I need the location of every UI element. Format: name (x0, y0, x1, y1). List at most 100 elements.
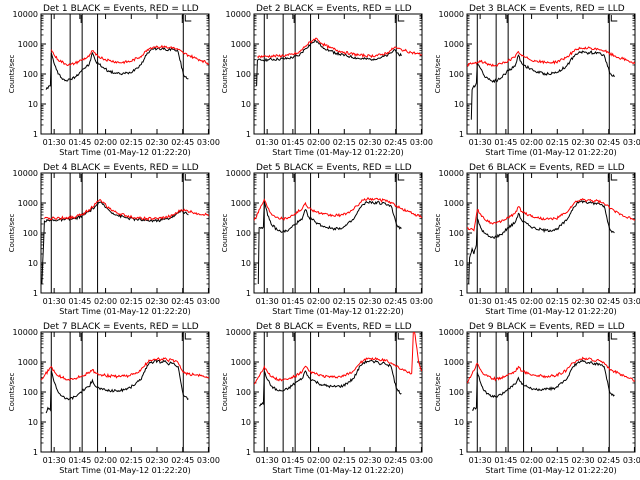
y-tick-label: 10 (28, 259, 38, 268)
series-line-lld (257, 37, 422, 59)
x-tick-label: 01:45 (68, 456, 91, 465)
x-tick-label: 02:30 (358, 297, 381, 306)
panel-title: Det 5 BLACK = Events, RED = LLD (256, 163, 412, 173)
y-tick-label: 10000 (439, 10, 464, 19)
series-line-events (470, 50, 615, 120)
x-tick-label: 02:00 (94, 297, 117, 306)
y-tick-label: 1 (33, 130, 38, 139)
x-tick-label: 02:30 (145, 138, 168, 147)
x-tick-label: 02:15 (333, 456, 356, 465)
x-tick-label: 02:30 (571, 297, 594, 306)
series-line-lld (254, 332, 422, 385)
x-tick-label: 01:45 (68, 297, 91, 306)
top-corner-mark (184, 333, 192, 340)
y-tick-label: 1 (33, 448, 38, 457)
x-tick-label: 01:30 (256, 138, 279, 147)
x-tick-label: 01:30 (256, 297, 279, 306)
y-axis-label: Counts/sec (8, 373, 16, 412)
panel-title: Det 7 BLACK = Events, RED = LLD (43, 322, 199, 332)
panel-title-legend: BLACK = Events, RED = LLD (284, 163, 412, 173)
top-corner-mark (397, 333, 405, 340)
panel-title-legend: BLACK = Events, RED = LLD (71, 163, 199, 173)
y-axis-label: Counts/sec (221, 55, 229, 94)
y-axis-label: Counts/sec (221, 373, 229, 412)
top-corner-mark (397, 15, 405, 22)
detector-panel-4: Det 4 BLACK = Events, RED = LLD 1 10 100 1000… (8, 163, 220, 316)
y-tick-label: 100 (449, 388, 464, 397)
series-line-lld (254, 196, 422, 221)
x-tick-label: 01:30 (469, 138, 492, 147)
x-tick-label: 01:45 (281, 456, 304, 465)
x-tick-label: 02:15 (120, 297, 143, 306)
series-line-lld (467, 356, 635, 384)
series-line-events (256, 39, 402, 86)
y-axis-label: Counts/sec (8, 214, 16, 253)
x-axis-label: Start Time (01-May-12 01:22:20) (59, 148, 190, 157)
x-tick-label: 01:45 (68, 138, 91, 147)
top-corner-mark (397, 174, 405, 181)
y-tick-label: 10000 (13, 169, 38, 178)
plot-frame (253, 13, 423, 135)
y-tick-label: 1000 (231, 199, 251, 208)
x-tick-label: 02:30 (145, 297, 168, 306)
x-tick-label: 02:00 (520, 138, 543, 147)
y-tick-label: 1000 (231, 358, 251, 367)
y-tick-label: 10 (241, 100, 251, 109)
x-tick-label: 03:00 (197, 456, 220, 465)
x-tick-label: 01:30 (43, 138, 66, 147)
x-tick-label: 02:45 (171, 456, 194, 465)
plot-frame (40, 331, 210, 453)
x-tick-label: 01:30 (469, 297, 492, 306)
x-axis-label: Start Time (01-May-12 01:22:20) (272, 466, 403, 475)
x-axis-label: Start Time (01-May-12 01:22:20) (485, 148, 616, 157)
x-tick-label: 02:15 (546, 456, 569, 465)
x-tick-label: 01:30 (43, 456, 66, 465)
panel-title-detector: Det 1 (43, 4, 68, 14)
x-tick-label: 02:45 (384, 138, 407, 147)
series-line-events (468, 199, 615, 285)
panel-title: Det 6 BLACK = Events, RED = LLD (469, 163, 625, 173)
panel-title-detector: Det 4 (43, 163, 68, 173)
panel-title-detector: Det 5 (256, 163, 281, 173)
series-line-events (259, 359, 402, 407)
series-line-events (41, 201, 189, 285)
x-tick-label: 03:00 (623, 297, 640, 306)
y-tick-label: 1000 (444, 358, 464, 367)
y-tick-label: 1 (459, 289, 464, 298)
panel-title: Det 4 BLACK = Events, RED = LLD (43, 163, 199, 173)
y-tick-label: 100 (236, 388, 251, 397)
series-line-lld (467, 197, 635, 232)
y-tick-label: 10 (454, 100, 464, 109)
series-line-lld (41, 357, 209, 381)
y-tick-label: 10000 (13, 10, 38, 19)
top-corner-mark (184, 15, 192, 22)
x-tick-label: 02:00 (94, 456, 117, 465)
y-tick-label: 10 (241, 259, 251, 268)
y-tick-label: 1 (33, 289, 38, 298)
y-tick-label: 1000 (18, 199, 38, 208)
y-tick-label: 1 (246, 130, 251, 139)
x-axis-label: Start Time (01-May-12 01:22:20) (485, 466, 616, 475)
x-tick-label: 01:45 (281, 138, 304, 147)
panel-title-legend: BLACK = Events, RED = LLD (497, 322, 625, 332)
series-line-lld (50, 44, 209, 67)
x-axis-label: Start Time (01-May-12 01:22:20) (59, 307, 190, 316)
detector-panel-2: Det 2 BLACK = Events, RED = LLD 1 10 100 1000… (221, 4, 433, 157)
x-axis-label: Start Time (01-May-12 01:22:20) (272, 148, 403, 157)
y-tick-label: 100 (449, 70, 464, 79)
y-tick-label: 10 (454, 259, 464, 268)
y-tick-label: 1000 (18, 358, 38, 367)
y-tick-label: 10000 (226, 328, 251, 337)
x-tick-label: 02:45 (597, 138, 620, 147)
y-tick-label: 100 (236, 229, 251, 238)
detector-panel-7: Det 7 BLACK = Events, RED = LLD 1 10 100 1000… (8, 322, 220, 475)
x-tick-label: 02:15 (120, 456, 143, 465)
x-tick-label: 02:30 (145, 456, 168, 465)
series-line-lld (44, 198, 209, 221)
plot-frame (253, 331, 423, 453)
x-tick-label: 02:00 (94, 138, 117, 147)
x-tick-label: 03:00 (623, 138, 640, 147)
x-tick-label: 01:45 (494, 456, 517, 465)
panel-title: Det 3 BLACK = Events, RED = LLD (469, 4, 625, 14)
